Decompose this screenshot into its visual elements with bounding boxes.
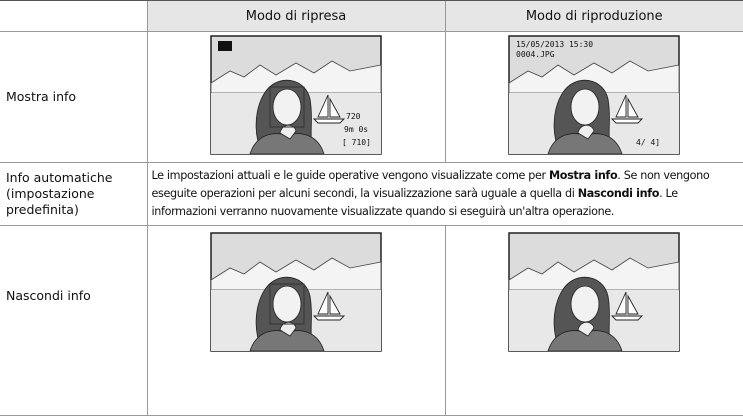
face	[272, 285, 302, 323]
hand	[577, 321, 595, 337]
description: Le impostazioni attuali e le guide opera…	[146, 162, 743, 226]
boat	[312, 94, 346, 124]
hand	[279, 321, 297, 337]
column-header: Modo di riproduzione	[444, 0, 743, 32]
image-cell	[444, 225, 743, 416]
column-header: Modo di ripresa	[146, 0, 445, 32]
image-cell: 720 9m 0s [ 710]	[146, 31, 445, 163]
boat	[611, 94, 644, 124]
text: Le impostazioni attuali e le guide opera…	[151, 169, 549, 182]
focus-frame	[269, 283, 305, 325]
boat	[611, 291, 644, 321]
overlay-text: 15/05/2013 15:30	[516, 40, 593, 49]
image-cell	[146, 225, 445, 416]
camera-icon	[218, 41, 232, 51]
row-label: Info automatiche (impostazione predefini…	[0, 162, 147, 226]
row-label: Mostra info	[0, 31, 147, 163]
screen-image	[210, 232, 382, 352]
focus-frame	[269, 86, 305, 128]
text: . Se non vengono eseguite operazioni per…	[151, 169, 710, 200]
overlay-text: [ 710]	[342, 138, 371, 147]
boat	[312, 291, 346, 321]
row-label: Nascondi info	[0, 225, 147, 416]
screen-image: 720 9m 0s [ 710]	[210, 35, 382, 155]
overlay-text: 0004.JPG	[516, 50, 555, 59]
face	[272, 88, 302, 126]
hand	[577, 124, 595, 140]
header-empty	[0, 0, 147, 32]
overlay-text: 720	[346, 112, 361, 121]
row: Mostra info 720 9m 0s [ 710] 15/05/2013 15…	[0, 31, 743, 163]
text: . Le informazioni verranno nuovamente vi…	[151, 187, 679, 218]
hand	[279, 124, 297, 140]
overlay-text: 9m 0s	[344, 125, 368, 134]
bold-text: Nascondi info	[577, 187, 660, 200]
row: Nascondi info	[0, 225, 743, 416]
bold-text: Mostra info	[549, 169, 618, 182]
image-cell: 15/05/2013 15:30 0004.JPG 4/ 4]	[444, 31, 743, 163]
screen-image	[508, 232, 680, 352]
face	[570, 285, 600, 323]
face	[570, 88, 600, 126]
header-row: Modo di ripresa Modo di riproduzione	[0, 0, 743, 32]
row: Info automatiche (impostazione predefini…	[0, 162, 743, 226]
overlay-text: 4/ 4]	[636, 138, 660, 147]
